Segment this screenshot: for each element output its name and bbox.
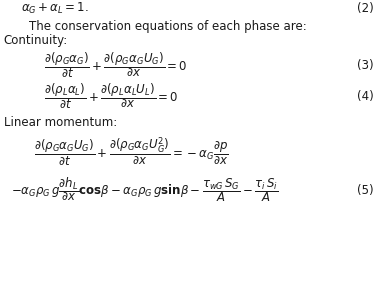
Text: The conservation equations of each phase are:: The conservation equations of each phase… [29,20,306,33]
Text: Continuity:: Continuity: [4,34,68,48]
Text: (2): (2) [357,2,373,15]
Text: $\dfrac{\partial(\rho_G \alpha_G)}{\partial t} + \dfrac{\partial(\rho_G \alpha_G: $\dfrac{\partial(\rho_G \alpha_G)}{\part… [44,50,187,80]
Text: $\dfrac{\partial(\rho_L \alpha_L)}{\partial t} + \dfrac{\partial(\rho_L \alpha_L: $\dfrac{\partial(\rho_L \alpha_L)}{\part… [44,82,178,111]
Text: (4): (4) [357,90,373,103]
Text: $-\alpha_G \rho_G \, g \dfrac{\partial h_L}{\partial x}\mathbf{cos}\beta - \alph: $-\alpha_G \rho_G \, g \dfrac{\partial h… [11,176,279,204]
Text: $\alpha_G + \alpha_L = 1.$: $\alpha_G + \alpha_L = 1.$ [21,1,89,16]
Text: $\dfrac{\partial(\rho_G \alpha_G U_G)}{\partial t} + \dfrac{\partial(\rho_G \alp: $\dfrac{\partial(\rho_G \alpha_G U_G)}{\… [34,135,229,168]
Text: Linear momentum:: Linear momentum: [4,116,117,129]
Text: (5): (5) [357,184,373,197]
Text: (3): (3) [357,59,373,72]
